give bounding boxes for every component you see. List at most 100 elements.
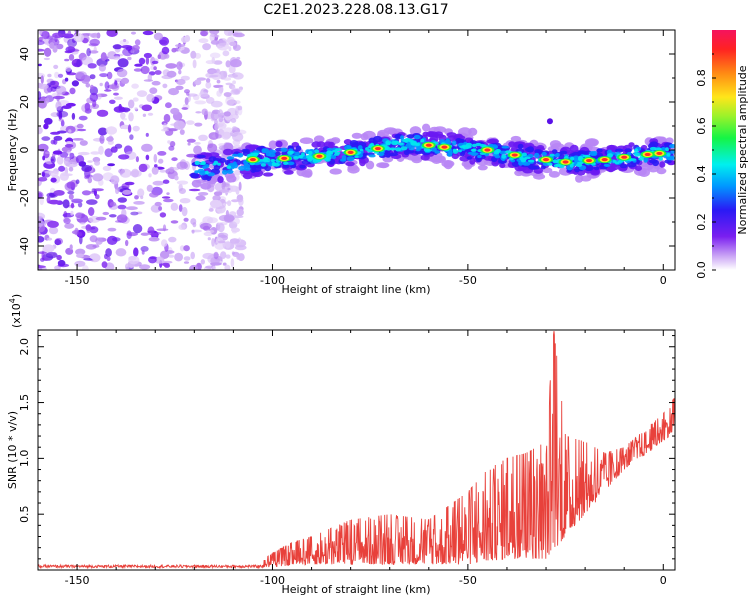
spectrogram-noise-cell <box>125 239 129 247</box>
spectrogram-xlabel: Height of straight line (km) <box>281 283 430 296</box>
spectrogram-hotspot-core <box>511 153 518 157</box>
spectrogram-noise-cell <box>205 60 215 65</box>
spectrogram-ridge-cell <box>540 165 546 170</box>
spectrogram-noise-cell <box>72 138 84 141</box>
spectrogram-ridge-cell <box>465 145 472 149</box>
spectrogram-noise-cell <box>107 227 117 232</box>
spectrogram-noise-cell <box>223 30 234 36</box>
spectrogram-noise-cell <box>141 104 153 112</box>
spectrogram-ridge-cell <box>232 153 238 157</box>
spectrogram-noise-cell <box>68 166 74 172</box>
spectrogram-noise-cell <box>38 91 42 100</box>
spectrogram-noise-cell <box>230 59 242 68</box>
spectrogram-noise-cell <box>232 126 238 130</box>
spectrogram-noise-cell <box>75 179 80 184</box>
spectrogram-ridge-cell <box>270 159 276 162</box>
spectrogram-noise-cell <box>217 240 226 244</box>
spectrogram-noise-cell <box>209 52 221 59</box>
spectrogram-noise-cell <box>227 187 231 191</box>
spectrogram-noise-cell <box>87 177 93 184</box>
spectrogram-noise-cell <box>134 107 138 111</box>
spectrogram-noise-cell <box>187 93 198 97</box>
spectrogram-xtick-label: 0 <box>660 274 667 287</box>
spectrogram-noise-cell <box>84 175 90 180</box>
spectrogram-noise-cell <box>198 134 208 141</box>
spectrogram-noise-cell <box>60 119 65 127</box>
spectrogram-noise-cell <box>64 144 74 148</box>
spectrogram-noise-cell <box>98 145 104 155</box>
spectrogram-noise-cell <box>55 85 67 95</box>
spectrogram-hotspot-core <box>249 158 256 162</box>
spectrogram-noise-cell <box>61 173 73 177</box>
spectrogram-hotspot-core <box>562 160 569 164</box>
spectrogram-noise-cell <box>56 43 64 50</box>
spectrogram-noise-cell <box>56 156 64 165</box>
spectrogram-ridge-cell <box>446 132 457 138</box>
spectrogram-noise-cell <box>193 145 202 155</box>
spectrogram-noise-cell <box>217 109 224 118</box>
spectrogram-noise-cell <box>128 99 135 109</box>
spectrogram-noise-cell <box>69 244 73 250</box>
spectrogram-noise-cell <box>213 251 219 260</box>
spectrogram-noise-cell <box>117 204 127 210</box>
spectrogram-noise-cell <box>183 261 190 264</box>
spectrogram-noise-cell <box>57 73 64 78</box>
spectrogram-ridge-cell <box>268 149 277 155</box>
spectrogram-noise-cell <box>216 68 220 72</box>
spectrogram-noise-cell <box>138 57 146 65</box>
spectrogram-ridge-cell <box>649 146 657 151</box>
spectrogram-panel: -150 -100 -50 0 -40 -20 0 20 40 Height of straig… <box>6 29 676 296</box>
spectrogram-ridge-cell <box>457 149 462 153</box>
spectrogram-noise-cell <box>113 92 119 96</box>
spectrogram-noise-cell <box>161 262 170 267</box>
spectrogram-noise-cell <box>44 117 53 125</box>
spectrogram-noise-cell <box>105 248 112 257</box>
spectrogram-hotspot-core <box>644 152 651 157</box>
spectrogram-noise-cell <box>175 44 186 48</box>
colorbar-tick-label: 0.0 <box>695 261 708 279</box>
spectrogram-noise-cell <box>102 211 110 216</box>
colorbar-gradient <box>712 30 736 270</box>
spectrogram-ridge-cell <box>221 169 228 175</box>
spectrogram-ridge-cell <box>658 156 663 161</box>
spectrogram-noise-cell <box>52 95 65 100</box>
spectrogram-ridge-cell <box>612 159 617 163</box>
spectrogram-noise-cell <box>107 84 119 89</box>
spectrogram-ridge-cell <box>501 145 510 149</box>
spectrogram-noise-cell <box>124 181 135 186</box>
spectrogram-ridge-cell <box>346 156 355 162</box>
spectrogram-noise-cell <box>183 217 189 222</box>
spectrogram-noise-cell <box>168 145 175 151</box>
spectrogram-noise-cell <box>99 82 103 87</box>
spectrogram-noise-cell <box>87 160 93 163</box>
spectrogram-noise-cell <box>205 96 215 104</box>
spectrogram-noise-cell <box>202 43 212 51</box>
spectrogram-noise-cell <box>80 74 91 84</box>
spectrogram-noise-cell <box>200 259 205 265</box>
spectrogram-noise-cell <box>153 32 163 41</box>
spectrogram-ridge-cell <box>408 147 415 151</box>
spectrogram-ridge-cell <box>656 167 667 175</box>
spectrogram-noise-cell <box>141 143 153 152</box>
spectrogram-noise-cell <box>63 157 71 167</box>
spectrogram-noise-cell <box>228 185 239 192</box>
spectrogram-noise-cell <box>53 64 59 69</box>
spectrogram-noise-cell <box>82 37 89 44</box>
spectrogram-noise-cell <box>73 62 78 67</box>
spectrogram-ridge-cell <box>554 153 559 158</box>
spectrogram-noise-cell <box>112 44 122 50</box>
spectrogram-noise-cell <box>120 77 130 84</box>
spectrogram-noise-cell <box>135 156 139 163</box>
spectrogram-noise-cell <box>219 189 230 193</box>
spectrogram-ridge-cell <box>351 132 363 139</box>
spectrogram-noise-cell <box>214 123 219 131</box>
spectrogram-ytick-label: 40 <box>18 47 31 61</box>
spectrogram-noise-cell <box>207 237 211 241</box>
spectrogram-noise-cell <box>194 122 203 127</box>
spectrogram-noise-cell <box>99 134 105 144</box>
spectrogram-noise-cell <box>158 206 163 211</box>
spectrogram-ridge-cell <box>670 150 675 154</box>
spectrogram-noise-cell <box>163 113 171 123</box>
spectrogram-noise-cell <box>128 255 140 265</box>
spectrogram-noise-cell <box>93 188 104 192</box>
